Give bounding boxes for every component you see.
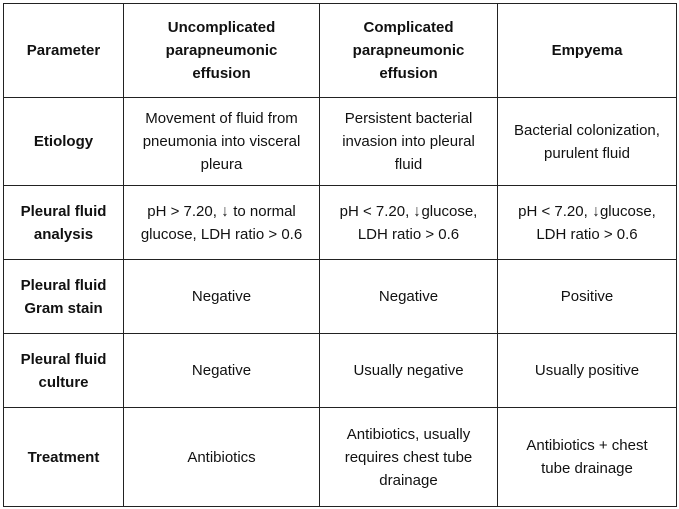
- row-label-gram-stain: Pleural fluid Gram stain: [3, 259, 124, 334]
- cell-empyema: pH < 7.20, ↓glucose, LDH ratio > 0.6: [497, 185, 677, 260]
- cell-uncomplicated: Antibiotics: [123, 407, 320, 507]
- down-arrow-icon: ↓: [414, 202, 421, 220]
- table-header-row: Parameter Uncomplicated parapneumonic ef…: [3, 3, 677, 98]
- header-parameter: Parameter: [3, 3, 124, 98]
- table-row: Etiology Movement of fluid from pneumoni…: [3, 97, 677, 186]
- cell-empyema: Antibiotics + chest tube drainage: [497, 407, 677, 507]
- row-label-culture: Pleural fluid culture: [3, 333, 124, 408]
- cell-uncomplicated: Negative: [123, 333, 320, 408]
- pleural-effusion-comparison-table: Parameter Uncomplicated parapneumonic ef…: [3, 3, 677, 507]
- table-row: Treatment Antibiotics Antibiotics, usual…: [3, 407, 677, 507]
- cell-uncomplicated: Movement of fluid from pneumonia into vi…: [123, 97, 320, 186]
- cell-empyema: Positive: [497, 259, 677, 334]
- cell-empyema: Bacterial colonization, purulent fluid: [497, 97, 677, 186]
- row-label-etiology: Etiology: [3, 97, 124, 186]
- table-row: Pleural fluid analysis pH > 7.20, ↓ to n…: [3, 185, 677, 260]
- comparison-table-container: Parameter Uncomplicated parapneumonic ef…: [3, 3, 677, 507]
- down-arrow-icon: ↓: [221, 202, 229, 220]
- row-label-treatment: Treatment: [3, 407, 124, 507]
- cell-complicated: Negative: [319, 259, 498, 334]
- header-uncomplicated: Uncomplicated parapneumonic effusion: [123, 3, 320, 98]
- down-arrow-icon: ↓: [592, 202, 600, 220]
- cell-empyema: Usually positive: [497, 333, 677, 408]
- cell-uncomplicated: pH > 7.20, ↓ to normal glucose, LDH rati…: [123, 185, 320, 260]
- cell-complicated: Antibiotics, usually requires chest tube…: [319, 407, 498, 507]
- cell-complicated: Persistent bacterial invasion into pleur…: [319, 97, 498, 186]
- header-empyema: Empyema: [497, 3, 677, 98]
- header-complicated: Complicated parapneumonic effusion: [319, 3, 498, 98]
- cell-uncomplicated: Negative: [123, 259, 320, 334]
- cell-complicated: pH < 7.20, ↓glucose, LDH ratio > 0.6: [319, 185, 498, 260]
- row-label-pleural-fluid-analysis: Pleural fluid analysis: [3, 185, 124, 260]
- table-row: Pleural fluid culture Negative Usually n…: [3, 333, 677, 408]
- cell-complicated: Usually negative: [319, 333, 498, 408]
- table-row: Pleural fluid Gram stain Negative Negati…: [3, 259, 677, 334]
